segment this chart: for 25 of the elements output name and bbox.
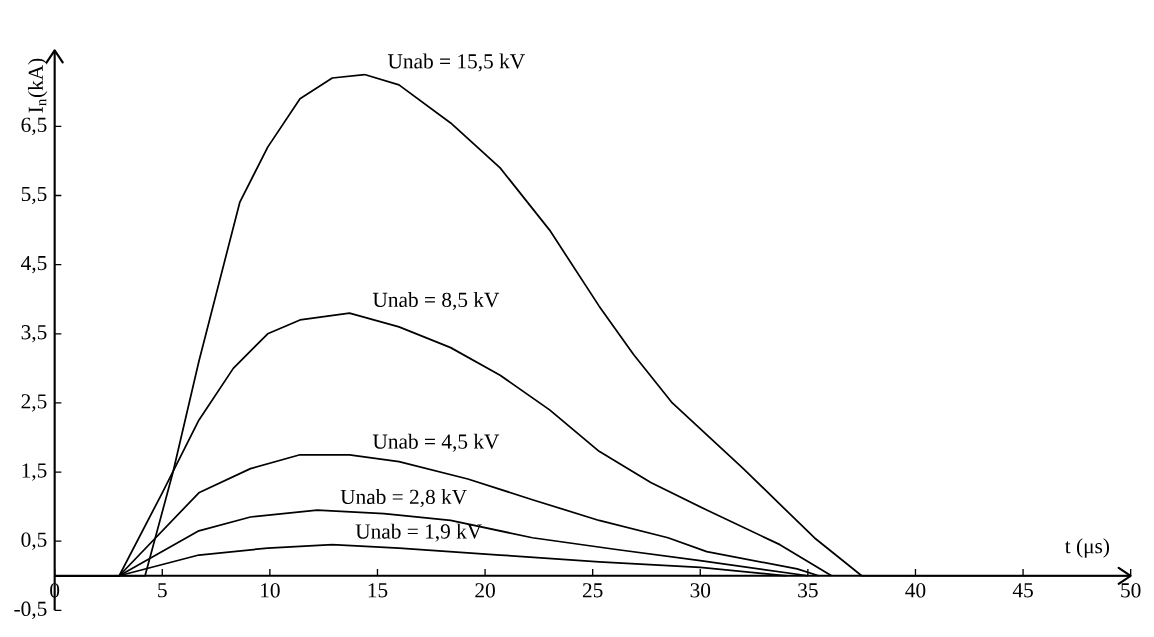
y-tick-label: 4,5	[21, 256, 47, 274]
x-tick-label: 30	[690, 583, 711, 598]
x-axis-title: t (μs)	[1064, 538, 1110, 558]
y-tick-label: 6,5	[21, 117, 47, 136]
series-label: Unab = 1,9 kV	[355, 523, 482, 542]
x-tick-label: 45	[1012, 583, 1033, 598]
x-tick-label: 10	[261, 583, 280, 598]
y-tick-label: -0,5	[14, 601, 47, 620]
series-label: Unab = 4,5 kV	[372, 433, 500, 452]
series-label: Unab = 2,8 kV	[340, 489, 467, 508]
y-tick-label: 2,5	[21, 394, 47, 412]
series-label: Unab = 8,5 kV	[372, 292, 500, 311]
x-tick-label: 20	[475, 583, 495, 598]
y-axis-title: I$_{n}$(kA)	[27, 58, 48, 113]
series-label: Unab = 15,5 kV	[387, 53, 525, 72]
y-tick-label: 0,5	[21, 532, 47, 550]
x-tick-label: 35	[798, 583, 818, 598]
x-tick-label: 50	[1121, 583, 1141, 598]
y-tick-label: 3,5	[21, 325, 47, 343]
x-tick-label: 40	[905, 583, 926, 598]
x-tick-label: 15	[368, 583, 388, 598]
y-tick-label: 5,5	[21, 186, 47, 205]
x-tick-label: 25	[582, 583, 603, 598]
x-tick-label: 5	[158, 583, 167, 598]
y-tick-label: 1,5	[22, 463, 47, 481]
